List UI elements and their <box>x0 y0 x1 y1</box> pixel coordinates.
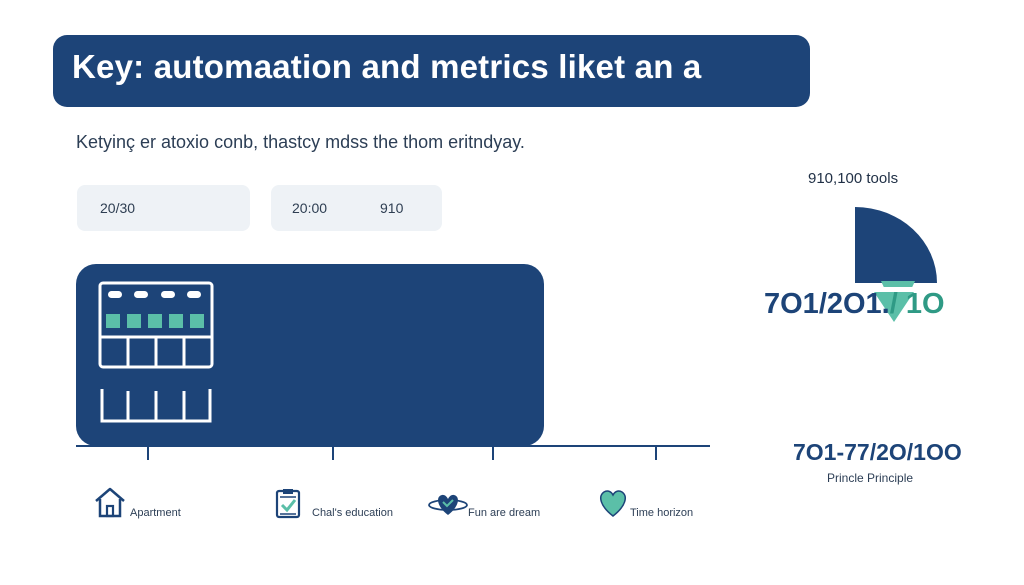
bottom-item-label: Time horizon <box>630 507 694 519</box>
house-icon <box>95 487 125 518</box>
timeline-axis <box>76 445 710 447</box>
header-banner <box>53 35 810 107</box>
timeline-tick <box>332 446 334 460</box>
stat-chip-2-text-b: 910 <box>380 200 404 216</box>
timeline-tick <box>655 446 657 460</box>
down-triangle-icon <box>874 292 914 322</box>
principle-label: Princle Principle <box>827 471 914 485</box>
quarter-pie-chart <box>855 207 937 287</box>
subtitle: Ketyinç er atoxio conb, thastcy mdss the… <box>76 132 525 152</box>
heart-orbit-icon <box>428 494 468 515</box>
stat-chip-2-text-a: 20:00 <box>292 200 328 216</box>
timeline-tick <box>492 446 494 460</box>
timeline-tick <box>147 446 149 460</box>
stat-chip-2[interactable] <box>271 185 442 231</box>
page-title: Key: automaation and metrics liket an a <box>72 48 702 85</box>
calendar-grid-icon <box>98 281 214 423</box>
bottom-item-label: Fun are dream <box>468 507 541 519</box>
ratio-main-value: 7O1/2O1. <box>764 288 890 320</box>
stat-chip-1-text: 20/30 <box>100 200 136 216</box>
ratio-secondary: 7O1-77/2O/1OO <box>793 439 962 465</box>
bottom-item-label: Apartment <box>130 507 181 519</box>
checklist-icon <box>275 489 301 519</box>
ratio-main: 7O1/2O1./ 1O <box>764 288 945 321</box>
heart-icon <box>600 490 626 517</box>
tools-count-label: 910,100 tools <box>808 170 899 187</box>
stat-chip-1[interactable] <box>77 185 250 231</box>
main-panel <box>76 264 544 446</box>
bottom-item-label: Chal's education <box>312 507 393 519</box>
ratio-main-suffix: / 1O <box>889 288 945 320</box>
